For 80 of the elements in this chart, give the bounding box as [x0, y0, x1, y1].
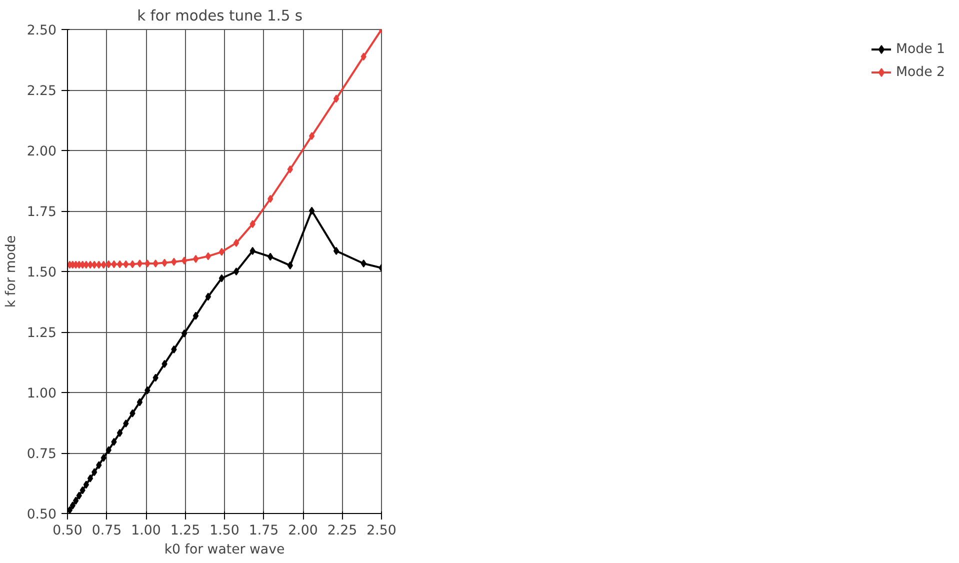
point — [181, 329, 188, 338]
point — [308, 132, 315, 140]
point — [205, 252, 212, 260]
point — [360, 52, 366, 61]
point — [287, 165, 293, 174]
point — [192, 312, 199, 320]
point — [144, 260, 150, 268]
point — [116, 428, 123, 437]
point — [100, 260, 106, 269]
y-tick-label: 1.50 — [26, 266, 57, 280]
point — [218, 248, 225, 256]
y-axis-title: k for mode — [4, 235, 19, 308]
point — [333, 246, 340, 255]
point — [233, 238, 240, 247]
x-tick-label: 1.50 — [210, 524, 240, 538]
point — [171, 258, 177, 266]
x-tick-label: 2.00 — [288, 524, 318, 538]
point — [205, 292, 212, 301]
point — [80, 486, 86, 494]
point — [250, 246, 256, 255]
point — [96, 461, 102, 470]
y-tick-label: 1.00 — [26, 386, 57, 402]
point — [171, 345, 177, 354]
point — [96, 260, 102, 269]
y-tick-label: 1.25 — [26, 326, 57, 341]
point — [83, 480, 90, 489]
x-tick-label: 2.50 — [366, 524, 396, 538]
point — [181, 256, 188, 265]
x-tick-label: 1.00 — [131, 524, 161, 538]
point — [144, 386, 150, 394]
point — [87, 474, 94, 482]
point — [287, 261, 293, 270]
point — [152, 374, 158, 382]
x-tick-label: 2.25 — [327, 524, 358, 538]
point — [116, 260, 123, 268]
x-tick-label: 0.75 — [92, 524, 122, 538]
point — [333, 94, 340, 103]
point — [360, 260, 366, 268]
point — [308, 206, 315, 215]
point — [92, 260, 98, 269]
point — [130, 260, 136, 268]
point — [106, 260, 112, 268]
point — [268, 194, 274, 203]
x-tick-label: 0.50 — [52, 524, 82, 538]
point — [162, 258, 168, 267]
y-tick-label: 1.75 — [26, 205, 57, 220]
x-tick-label: 1.25 — [170, 524, 200, 538]
point — [136, 260, 143, 268]
point — [68, 506, 73, 514]
point — [87, 260, 94, 269]
point — [76, 492, 82, 500]
point — [111, 260, 117, 268]
y-tick-label: 0.75 — [26, 447, 57, 462]
point — [130, 409, 136, 418]
y-tick-label: 2.00 — [26, 144, 57, 160]
y-tick-label: 2.25 — [26, 84, 57, 99]
y-tick-label: 0.50 — [26, 508, 57, 522]
point — [83, 260, 90, 269]
legend-label: Mode 1 — [896, 42, 945, 56]
point — [192, 254, 199, 263]
point — [162, 360, 168, 368]
point — [100, 454, 106, 462]
point — [106, 446, 112, 454]
point — [268, 252, 274, 261]
point — [111, 438, 117, 446]
point — [123, 260, 129, 268]
point — [152, 260, 158, 268]
point — [123, 419, 129, 428]
point — [218, 274, 225, 282]
chart-title: k for modes tune 1.5 s — [137, 8, 303, 24]
point — [233, 268, 240, 276]
point — [92, 468, 98, 476]
point — [72, 496, 79, 505]
x-tick-label: 1.75 — [248, 524, 279, 538]
point — [136, 398, 143, 406]
legend-label: Mode 2 — [896, 64, 945, 80]
y-tick-label: 2.50 — [26, 24, 57, 38]
point — [250, 220, 256, 228]
x-axis-title: k0 for water wave — [164, 542, 285, 558]
point — [70, 502, 76, 510]
